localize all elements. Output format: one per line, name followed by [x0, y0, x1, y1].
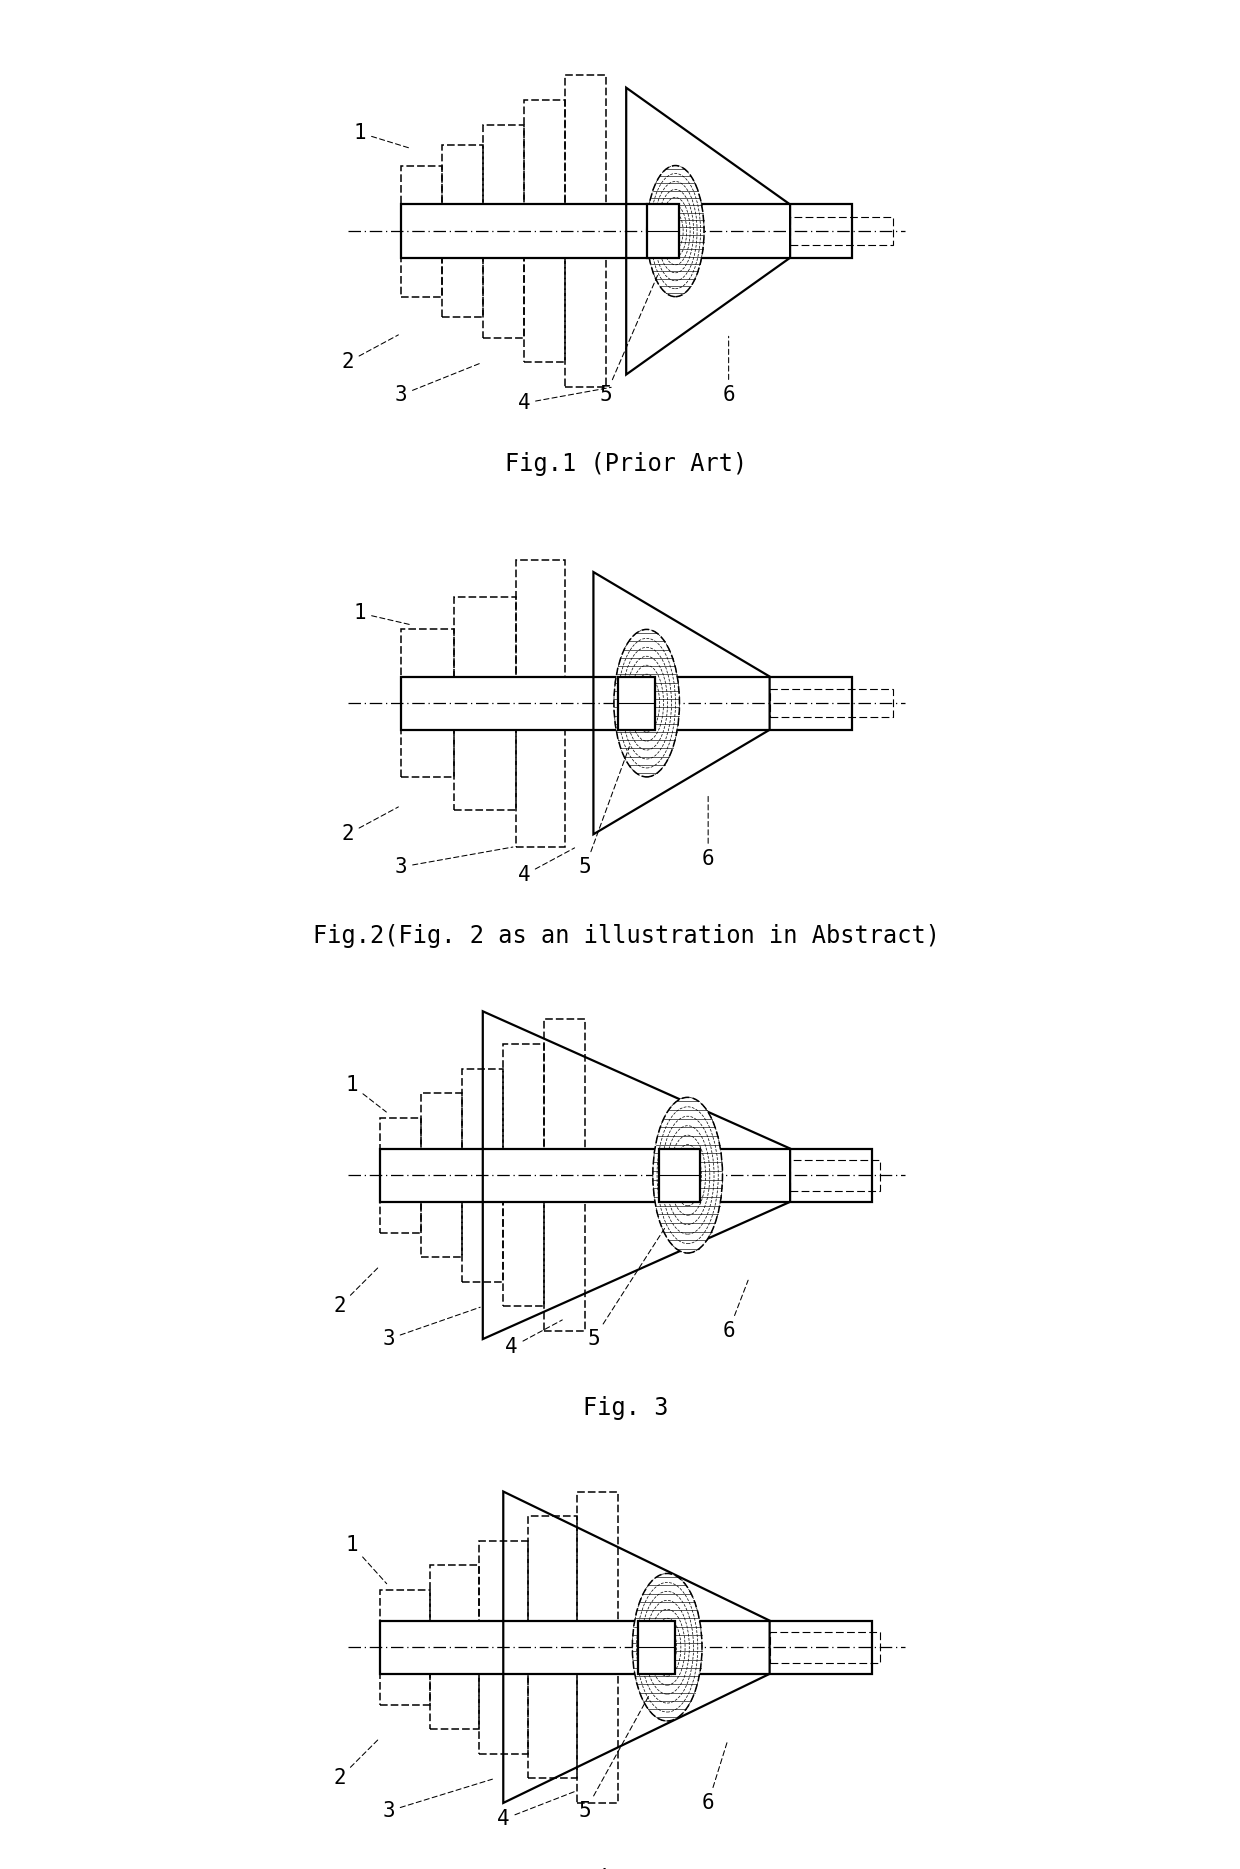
Bar [482, 125, 523, 204]
Text: 3: 3 [394, 363, 480, 406]
Bar [401, 729, 454, 778]
Bar [381, 1675, 429, 1705]
Bar [381, 1149, 872, 1202]
Text: 2: 2 [334, 1740, 378, 1789]
Bar [463, 1202, 503, 1282]
Bar [479, 1540, 528, 1620]
Text: 5: 5 [599, 275, 658, 406]
Bar [770, 1632, 880, 1663]
Bar [429, 1675, 479, 1729]
Bar [639, 1620, 676, 1675]
Bar [401, 166, 441, 204]
Bar [647, 204, 680, 258]
Ellipse shape [647, 166, 704, 297]
Text: 3: 3 [394, 847, 513, 877]
Bar [564, 75, 605, 204]
Bar [401, 630, 454, 677]
Bar [441, 258, 482, 318]
Bar [463, 1069, 503, 1149]
Bar [790, 217, 893, 245]
Bar [577, 1491, 618, 1620]
Bar [516, 729, 564, 847]
Text: 6: 6 [702, 796, 714, 869]
Bar [454, 729, 516, 809]
Bar [401, 204, 852, 258]
Text: Fig.1 (Prior Art): Fig.1 (Prior Art) [505, 452, 748, 477]
Bar [401, 258, 441, 297]
Text: 1: 1 [346, 1075, 387, 1112]
Bar [577, 1675, 618, 1804]
Text: Fig. 3: Fig. 3 [584, 1396, 668, 1420]
Bar [381, 1591, 429, 1620]
Text: 3: 3 [382, 1306, 480, 1349]
Text: 4: 4 [497, 1792, 574, 1830]
Text: 6: 6 [723, 1280, 748, 1340]
Text: 5: 5 [579, 1695, 650, 1820]
Bar [516, 559, 564, 677]
Bar [544, 1019, 585, 1149]
Bar [401, 677, 852, 729]
Bar [770, 690, 893, 718]
Text: 5: 5 [587, 1226, 666, 1349]
Text: 2: 2 [341, 807, 398, 845]
Ellipse shape [632, 1574, 702, 1721]
Bar [528, 1516, 577, 1620]
Bar [503, 1045, 544, 1149]
Ellipse shape [652, 1097, 723, 1252]
Bar [454, 596, 516, 677]
Bar [523, 101, 564, 204]
Bar [422, 1093, 463, 1149]
Text: 2: 2 [341, 335, 398, 372]
Bar [429, 1564, 479, 1620]
Bar [381, 1202, 422, 1232]
Bar [441, 146, 482, 204]
Bar [482, 258, 523, 338]
Ellipse shape [614, 630, 680, 778]
Bar [618, 677, 655, 729]
Text: 4: 4 [517, 387, 611, 413]
Text: 6: 6 [723, 336, 735, 406]
Text: 1: 1 [346, 1534, 387, 1583]
Bar [564, 258, 605, 387]
Text: 3: 3 [382, 1779, 492, 1820]
Bar [658, 1149, 699, 1202]
Text: 5: 5 [579, 748, 630, 877]
Bar [422, 1202, 463, 1258]
Bar [381, 1118, 422, 1149]
Bar [523, 258, 564, 363]
Text: 1: 1 [353, 123, 410, 148]
Text: Fig.2(Fig. 2 as an illustration in Abstract): Fig.2(Fig. 2 as an illustration in Abstr… [312, 925, 940, 948]
Text: 6: 6 [702, 1740, 728, 1813]
Bar [479, 1675, 528, 1753]
Bar [381, 1620, 872, 1675]
Bar [528, 1675, 577, 1777]
Text: 4: 4 [505, 1320, 562, 1357]
Text: 4: 4 [517, 849, 574, 886]
Bar [790, 1159, 880, 1191]
Text: 1: 1 [353, 604, 410, 624]
Bar [503, 1202, 544, 1306]
Text: 2: 2 [334, 1267, 378, 1316]
Bar [544, 1202, 585, 1331]
